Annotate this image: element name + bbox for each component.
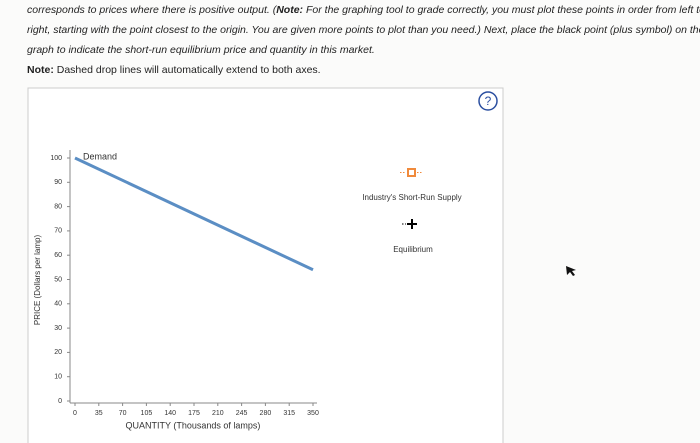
note-text: Dashed drop lines will automatically ext… — [53, 64, 321, 76]
text: For the graphing tool to grade correctly… — [27, 4, 700, 56]
series-label: Demand — [83, 151, 117, 161]
note-label: Note: — [27, 64, 54, 76]
y-tick-label: 40 — [54, 301, 62, 308]
x-tick-label: 280 — [260, 410, 272, 417]
y-axis-label: PRICE (Dollars per lamp) — [33, 235, 42, 326]
y-tick-label: 20 — [54, 349, 62, 356]
y-tick-label: 50 — [54, 276, 62, 283]
help-icon[interactable]: ? — [485, 94, 492, 108]
note: Note: Dashed drop lines will automatical… — [27, 64, 321, 76]
legend-label: Equilibrium — [393, 245, 433, 254]
equilibrium-tool — [407, 219, 417, 229]
x-tick-label: 210 — [212, 410, 224, 417]
x-tick-label: 245 — [236, 410, 248, 417]
x-tick-label: 315 — [283, 410, 295, 417]
x-tick-label: 0 — [73, 410, 77, 417]
y-tick-label: 100 — [50, 155, 62, 162]
y-tick-label: 60 — [54, 252, 62, 259]
cursor — [566, 266, 576, 276]
x-tick-label: 350 — [307, 410, 319, 417]
x-tick-label: 140 — [164, 410, 176, 417]
demand-line — [74, 156, 314, 272]
y-tick-label: 0 — [58, 398, 62, 405]
x-axis-label: QUANTITY (Thousands of lamps) — [126, 420, 261, 430]
y-tick-label: 70 — [54, 228, 62, 235]
y-tick-label: 30 — [54, 325, 62, 332]
x-tick-label: 70 — [119, 410, 127, 417]
y-tick-label: 90 — [54, 179, 62, 186]
legend-label: Industry's Short-Run Supply — [362, 193, 461, 202]
x-tick-label: 35 — [95, 410, 103, 417]
panel — [27, 87, 504, 443]
y-tick-label: 80 — [54, 203, 62, 210]
note-label: Note: — [276, 4, 304, 16]
x-tick-label: 175 — [188, 410, 200, 417]
instructions: corresponds to prices where there is pos… — [27, 0, 700, 60]
help-button[interactable] — [478, 91, 498, 111]
supply-tool — [407, 168, 416, 177]
y-tick-label: 10 — [54, 374, 62, 381]
x-tick-label: 105 — [141, 410, 153, 417]
text: corresponds to prices where there is pos… — [27, 4, 277, 16]
